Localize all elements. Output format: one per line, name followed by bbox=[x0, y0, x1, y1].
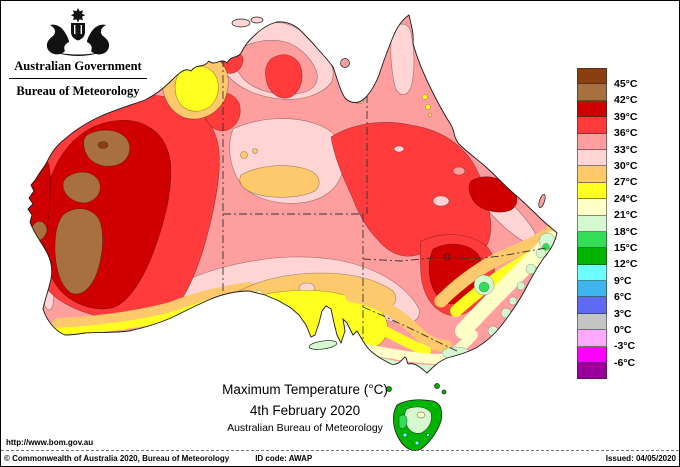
legend-swatch-blue bbox=[577, 297, 607, 314]
legend-label: -3°C bbox=[614, 340, 636, 353]
issued-date: Issued: 04/05/2020 bbox=[605, 454, 676, 463]
palegreen-patches bbox=[473, 232, 556, 337]
legend-swatch-purple bbox=[577, 363, 607, 380]
islands bbox=[231, 16, 546, 395]
coat-of-arms-icon bbox=[46, 8, 110, 56]
legend-swatch-salmon bbox=[577, 133, 607, 150]
legend-swatch-pgreen bbox=[577, 215, 607, 232]
legend-swatch-orange bbox=[577, 166, 607, 183]
legend-label: 39°C bbox=[614, 110, 638, 123]
legend-swatch-yellow bbox=[577, 182, 607, 200]
legend-label: 30°C bbox=[614, 159, 638, 172]
map-title: Maximum Temperature (°C) bbox=[222, 382, 388, 397]
legend-label: 45°C bbox=[614, 77, 638, 90]
legend-swatch-lpink bbox=[577, 149, 607, 167]
legend-swatch-mag bbox=[577, 346, 607, 364]
legend-swatch-green bbox=[577, 248, 607, 265]
legend-label: 9°C bbox=[614, 274, 632, 287]
tasmania bbox=[393, 399, 443, 451]
footer-divider bbox=[1, 450, 679, 451]
footer-row: © Commonwealth of Australia 2020, Bureau… bbox=[4, 454, 676, 463]
legend-label: 36°C bbox=[614, 127, 638, 140]
legend-label: 21°C bbox=[614, 209, 638, 222]
legend-swatch-gray bbox=[577, 313, 607, 331]
state-borders bbox=[222, 59, 547, 352]
legend-swatch-cream bbox=[577, 199, 607, 216]
footer-spacer bbox=[312, 454, 605, 463]
map-caption: Maximum Temperature (°C) 4th February 20… bbox=[109, 382, 501, 434]
map-date: 4th February 2020 bbox=[249, 403, 361, 418]
bom-url: http://www.bom.gov.au bbox=[6, 438, 94, 447]
government-header: Australian Government Bureau of Meteorol… bbox=[7, 7, 149, 98]
bureau-title: Bureau of Meteorology bbox=[16, 84, 140, 98]
legend-label: 24°C bbox=[614, 192, 638, 205]
legend-swatch-cyan bbox=[577, 264, 607, 282]
legend-swatch-pmag bbox=[577, 330, 607, 347]
brown-regions bbox=[31, 129, 130, 295]
legend-label: 27°C bbox=[614, 176, 638, 189]
map-org: Australian Bureau of Meteorology bbox=[227, 422, 383, 434]
legend-swatch-red bbox=[577, 117, 607, 134]
legend-label: 3°C bbox=[614, 307, 632, 320]
legend-label: 6°C bbox=[614, 291, 632, 304]
legend-label: 0°C bbox=[614, 323, 632, 336]
legend-label: 18°C bbox=[614, 225, 638, 238]
legend-swatch-dred bbox=[577, 100, 607, 118]
legend-swatch-sky bbox=[577, 281, 607, 298]
copyright-text: © Commonwealth of Australia 2020, Bureau… bbox=[4, 454, 230, 463]
legend-swatch-brown bbox=[577, 84, 607, 101]
legend-swatch-column bbox=[577, 68, 607, 380]
legend-label: 42°C bbox=[614, 94, 638, 107]
legend-label: 33°C bbox=[614, 143, 638, 156]
header-divider bbox=[9, 78, 147, 79]
coastline bbox=[27, 14, 558, 374]
legend-label: -6°C bbox=[614, 356, 636, 369]
legend-swatch-bgreen bbox=[577, 231, 607, 249]
legend-label: 15°C bbox=[614, 241, 638, 254]
legend-swatch-dbrown bbox=[577, 68, 607, 85]
legend-label: 12°C bbox=[614, 258, 638, 271]
government-title: Australian Government bbox=[14, 59, 142, 73]
id-code: ID code: AWAP bbox=[255, 454, 313, 463]
